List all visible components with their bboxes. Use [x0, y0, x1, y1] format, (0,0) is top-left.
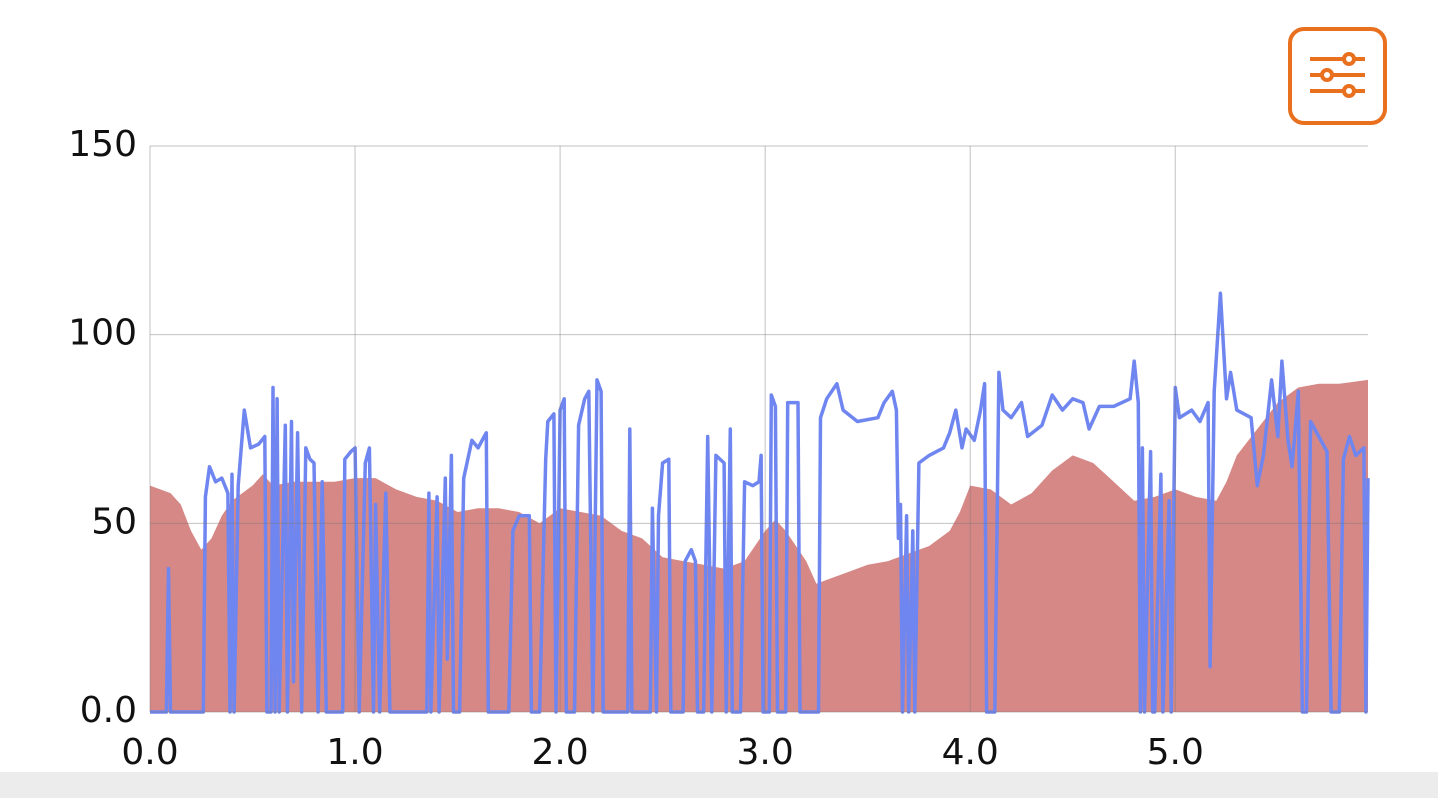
- x-tick-label: 0.0: [121, 732, 178, 773]
- y-tick-label: 100: [68, 313, 137, 354]
- x-tick-label: 4.0: [942, 732, 999, 773]
- settings-icon[interactable]: [1310, 52, 1365, 98]
- settings-button[interactable]: [1288, 27, 1387, 125]
- y-tick-label: 150: [68, 124, 137, 165]
- y-tick-label: 50: [91, 501, 137, 542]
- x-tick-label: 1.0: [326, 732, 383, 773]
- line: [150, 291, 1370, 714]
- x-tick-label: 3.0: [737, 732, 794, 773]
- area: [150, 379, 1368, 712]
- bottom-bar: [0, 772, 1438, 798]
- y-tick-label: 0.0: [80, 690, 137, 731]
- x-tick-label: 5.0: [1147, 732, 1204, 773]
- x-tick-label: 2.0: [531, 732, 588, 773]
